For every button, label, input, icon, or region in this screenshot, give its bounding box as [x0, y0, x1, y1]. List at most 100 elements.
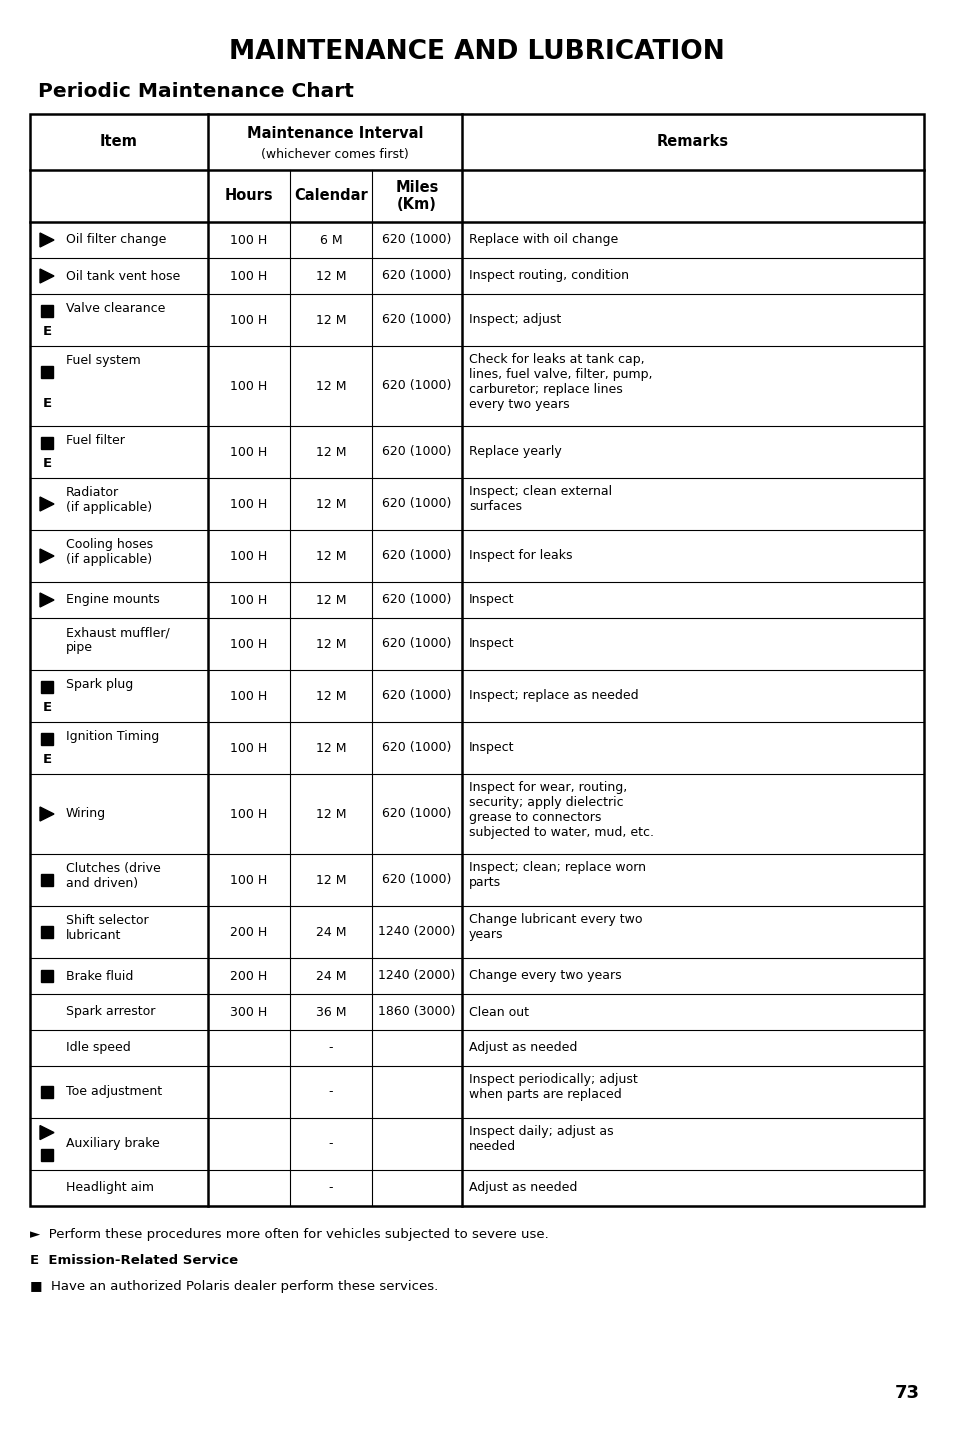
Text: 100 H: 100 H — [230, 689, 268, 702]
Text: 1860 (3000): 1860 (3000) — [378, 1006, 456, 1018]
Text: 12 M: 12 M — [315, 874, 346, 887]
Text: 100 H: 100 H — [230, 807, 268, 820]
Text: 12 M: 12 M — [315, 497, 346, 510]
Text: Headlight aim: Headlight aim — [66, 1182, 153, 1195]
Text: 100 H: 100 H — [230, 269, 268, 282]
Text: Inspect; clean; replace worn
parts: Inspect; clean; replace worn parts — [469, 861, 645, 888]
Text: Calendar: Calendar — [294, 189, 368, 204]
Text: 620 (1000): 620 (1000) — [382, 637, 451, 650]
Text: Valve clearance: Valve clearance — [66, 302, 165, 316]
Text: 620 (1000): 620 (1000) — [382, 742, 451, 755]
Text: 12 M: 12 M — [315, 445, 346, 458]
Text: MAINTENANCE AND LUBRICATION: MAINTENANCE AND LUBRICATION — [229, 39, 724, 65]
Text: Engine mounts: Engine mounts — [66, 593, 159, 606]
Text: -: - — [329, 1041, 333, 1054]
Text: Inspect for leaks: Inspect for leaks — [469, 550, 572, 563]
Text: Clutches (drive
and driven): Clutches (drive and driven) — [66, 862, 161, 890]
Bar — [41, 680, 53, 692]
Text: Inspect: Inspect — [469, 593, 514, 606]
Bar — [41, 1086, 53, 1098]
Text: ■  Have an authorized Polaris dealer perform these services.: ■ Have an authorized Polaris dealer perf… — [30, 1280, 437, 1293]
Text: Adjust as needed: Adjust as needed — [469, 1182, 577, 1195]
Text: E: E — [42, 457, 51, 470]
Text: Exhaust muffler/
pipe: Exhaust muffler/ pipe — [66, 627, 170, 654]
Text: Inspect routing, condition: Inspect routing, condition — [469, 269, 628, 282]
Text: 100 H: 100 H — [230, 445, 268, 458]
Text: -: - — [329, 1137, 333, 1150]
Text: 620 (1000): 620 (1000) — [382, 593, 451, 606]
Text: -: - — [329, 1086, 333, 1099]
Text: 200 H: 200 H — [230, 926, 268, 938]
Text: 12 M: 12 M — [315, 379, 346, 393]
Text: Oil tank vent hose: Oil tank vent hose — [66, 269, 180, 282]
Text: Inspect: Inspect — [469, 742, 514, 755]
Text: Toe adjustment: Toe adjustment — [66, 1086, 162, 1099]
Text: 24 M: 24 M — [315, 926, 346, 938]
Text: Replace with oil change: Replace with oil change — [469, 234, 618, 247]
Text: Inspect; adjust: Inspect; adjust — [469, 314, 560, 327]
Text: 12 M: 12 M — [315, 689, 346, 702]
Text: 100 H: 100 H — [230, 637, 268, 650]
Text: Maintenance Interval: Maintenance Interval — [247, 126, 423, 141]
Text: E: E — [42, 324, 51, 337]
Text: E: E — [42, 397, 51, 410]
Text: 12 M: 12 M — [315, 593, 346, 606]
Text: Shift selector
lubricant: Shift selector lubricant — [66, 915, 149, 942]
Text: 300 H: 300 H — [230, 1006, 268, 1018]
Text: Inspect periodically; adjust
when parts are replaced: Inspect periodically; adjust when parts … — [469, 1073, 638, 1101]
Text: Check for leaks at tank cap,
lines, fuel valve, filter, pump,
carburetor; replac: Check for leaks at tank cap, lines, fuel… — [469, 353, 652, 411]
Text: Spark plug: Spark plug — [66, 678, 133, 691]
Text: Cooling hoses
(if applicable): Cooling hoses (if applicable) — [66, 538, 153, 566]
Text: 620 (1000): 620 (1000) — [382, 314, 451, 327]
Text: 73: 73 — [894, 1384, 919, 1402]
Text: 6 M: 6 M — [319, 234, 342, 247]
Text: 620 (1000): 620 (1000) — [382, 807, 451, 820]
Text: Fuel system: Fuel system — [66, 353, 141, 366]
Text: E  Emission-Related Service: E Emission-Related Service — [30, 1253, 238, 1266]
Bar — [41, 305, 53, 317]
Text: 100 H: 100 H — [230, 874, 268, 887]
Text: 100 H: 100 H — [230, 497, 268, 510]
Text: Inspect; replace as needed: Inspect; replace as needed — [469, 689, 638, 702]
Text: Change lubricant every two
years: Change lubricant every two years — [469, 913, 641, 941]
Text: Auxiliary brake: Auxiliary brake — [66, 1137, 159, 1150]
Text: 100 H: 100 H — [230, 550, 268, 563]
Text: Inspect: Inspect — [469, 637, 514, 650]
Text: Fuel filter: Fuel filter — [66, 433, 125, 446]
Bar — [41, 365, 53, 378]
Text: 620 (1000): 620 (1000) — [382, 550, 451, 563]
Text: 620 (1000): 620 (1000) — [382, 874, 451, 887]
Polygon shape — [40, 1125, 54, 1140]
Polygon shape — [40, 593, 54, 606]
Polygon shape — [40, 550, 54, 563]
Polygon shape — [40, 807, 54, 822]
Text: 36 M: 36 M — [315, 1006, 346, 1018]
Text: 12 M: 12 M — [315, 637, 346, 650]
Text: Replace yearly: Replace yearly — [469, 445, 561, 458]
Text: Oil filter change: Oil filter change — [66, 234, 166, 247]
Text: Inspect daily; adjust as
needed: Inspect daily; adjust as needed — [469, 1125, 613, 1153]
Polygon shape — [40, 269, 54, 284]
Bar — [41, 733, 53, 744]
Text: E: E — [42, 753, 51, 766]
Text: Miles
(Km): Miles (Km) — [395, 180, 438, 212]
Text: E: E — [42, 701, 51, 714]
Text: 12 M: 12 M — [315, 807, 346, 820]
Text: 100 H: 100 H — [230, 593, 268, 606]
Text: Change every two years: Change every two years — [469, 970, 621, 983]
Text: 12 M: 12 M — [315, 742, 346, 755]
Text: 620 (1000): 620 (1000) — [382, 497, 451, 510]
Text: (whichever comes first): (whichever comes first) — [261, 148, 409, 161]
Text: 100 H: 100 H — [230, 742, 268, 755]
Text: Adjust as needed: Adjust as needed — [469, 1041, 577, 1054]
Text: 1240 (2000): 1240 (2000) — [378, 970, 456, 983]
Text: Ignition Timing: Ignition Timing — [66, 730, 159, 743]
Text: Inspect; clean external
surfaces: Inspect; clean external surfaces — [469, 486, 612, 513]
Bar — [41, 874, 53, 885]
Bar — [30, 113, 923, 1205]
Text: 12 M: 12 M — [315, 269, 346, 282]
Polygon shape — [40, 497, 54, 510]
Text: 12 M: 12 M — [315, 314, 346, 327]
Text: Brake fluid: Brake fluid — [66, 970, 133, 983]
Text: Periodic Maintenance Chart: Periodic Maintenance Chart — [38, 81, 354, 100]
